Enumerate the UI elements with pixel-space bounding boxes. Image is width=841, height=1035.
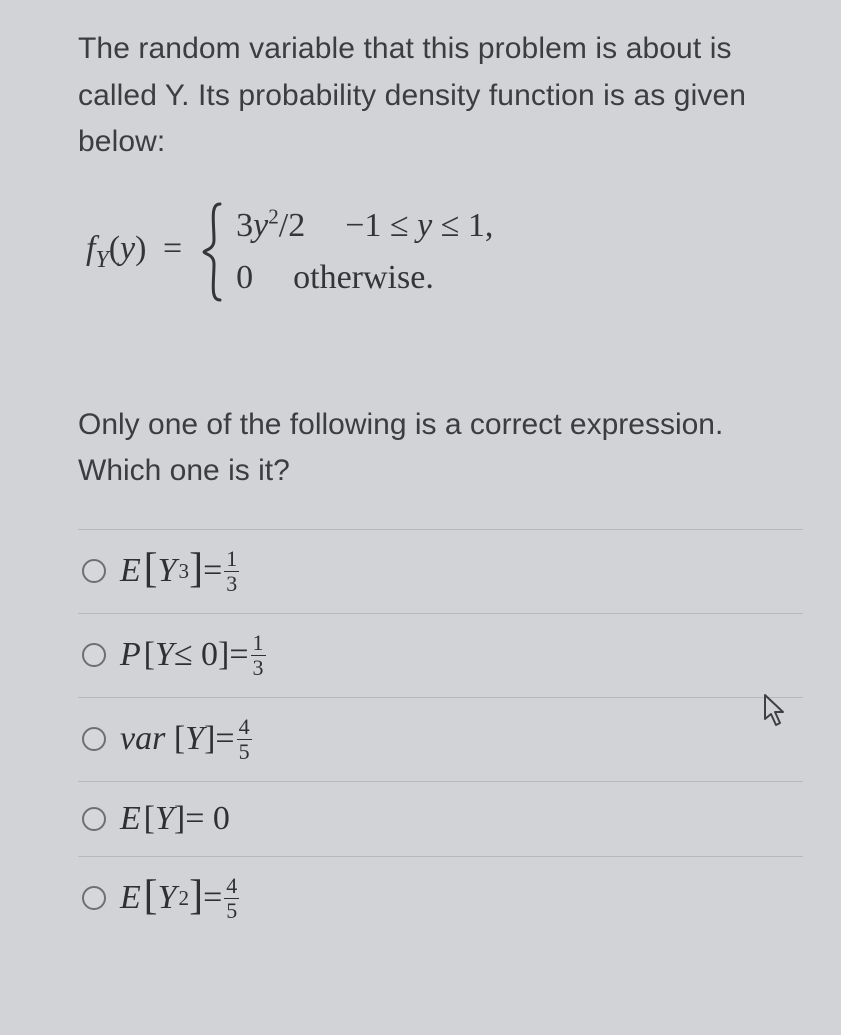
option-ey3[interactable]: E [Y3] = 13 xyxy=(78,529,803,613)
piece-expr: 3y2/2 xyxy=(236,207,305,245)
option-pyle0[interactable]: P [Y ≤ 0] = 13 xyxy=(78,613,803,697)
pdf-piece: 0 otherwise. xyxy=(236,259,493,297)
option-label: E [Y3] = 13 xyxy=(120,548,241,595)
option-label: E [Y2] = 45 xyxy=(120,875,241,922)
piece-expr: 0 xyxy=(236,259,253,297)
radio-icon[interactable] xyxy=(82,886,106,910)
option-label: P [Y ≤ 0] = 13 xyxy=(120,632,268,679)
option-label: var [Y] = 45 xyxy=(120,716,254,763)
left-brace-icon xyxy=(200,202,226,302)
piece-cond: −1 ≤ y ≤ 1, xyxy=(345,207,493,245)
pdf-pieces: 3y2/2 −1 ≤ y ≤ 1, 0 otherwise. xyxy=(236,207,493,297)
radio-icon[interactable] xyxy=(82,559,106,583)
radio-icon[interactable] xyxy=(82,643,106,667)
cursor-icon xyxy=(761,693,789,729)
radio-icon[interactable] xyxy=(82,807,106,831)
pdf-equation: fY(y) = 3y2/2 −1 ≤ y ≤ 1, 0 otherwise. xyxy=(86,202,803,302)
option-label: E [Y] = 0 xyxy=(120,800,230,838)
option-vary[interactable]: var [Y] = 45 xyxy=(78,697,803,781)
radio-icon[interactable] xyxy=(82,727,106,751)
option-ey2[interactable]: E [Y2] = 45 xyxy=(78,856,803,940)
pdf-piece: 3y2/2 −1 ≤ y ≤ 1, xyxy=(236,207,493,245)
option-ey[interactable]: E [Y] = 0 xyxy=(78,781,803,856)
piece-cond: otherwise. xyxy=(293,259,434,297)
intro-text: The random variable that this problem is… xyxy=(78,26,803,166)
pdf-lhs: fY(y) = xyxy=(86,230,190,274)
prompt-text: Only one of the following is a correct e… xyxy=(78,402,803,495)
options-list: E [Y3] = 13 P [Y ≤ 0] = 13 var [Y] = 45 … xyxy=(78,529,803,940)
question-page: The random variable that this problem is… xyxy=(0,0,841,1035)
